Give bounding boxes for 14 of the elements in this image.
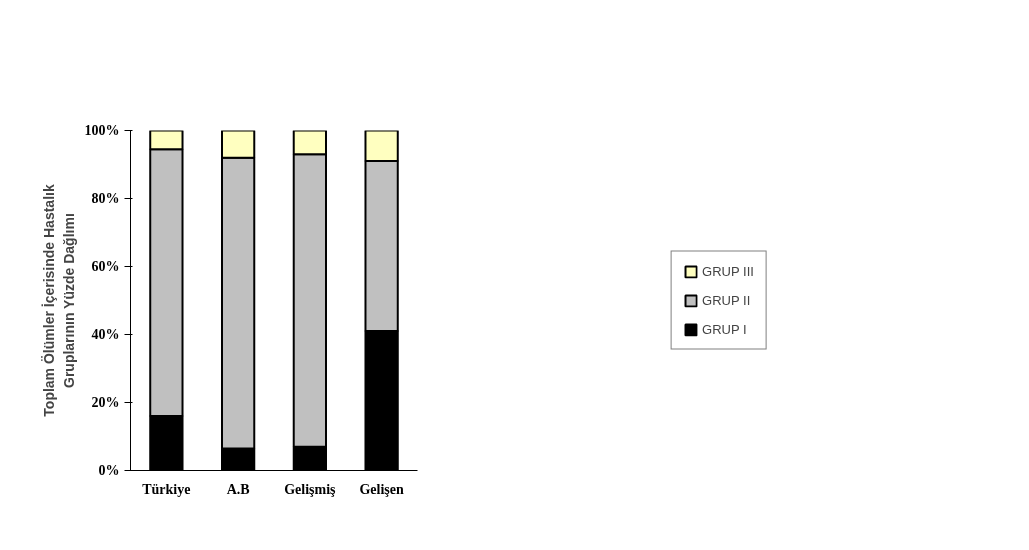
y-tick-label: 60% xyxy=(91,259,120,274)
y-tick-label: 20% xyxy=(91,395,120,410)
legend-label: GRUP I xyxy=(702,321,747,337)
x-tick-label: Türkiye xyxy=(142,481,191,497)
y-tick-label: 100% xyxy=(84,123,120,138)
y-tick-label: 80% xyxy=(91,191,120,206)
y-tick-label: 40% xyxy=(91,327,120,342)
x-tick-label: A.B xyxy=(226,481,250,497)
legend-label: GRUP II xyxy=(702,292,751,308)
y-axis-title: Toplam Ölümler İçerisinde Hastalık Gruplarının Yüzde Dağlımı xyxy=(41,184,77,417)
x-tick-label: Gelişen xyxy=(359,481,404,497)
legend-label: GRUP III xyxy=(702,263,754,279)
y-tick-label: 0% xyxy=(98,463,120,478)
x-tick-label: Gelişmiş xyxy=(284,481,337,497)
